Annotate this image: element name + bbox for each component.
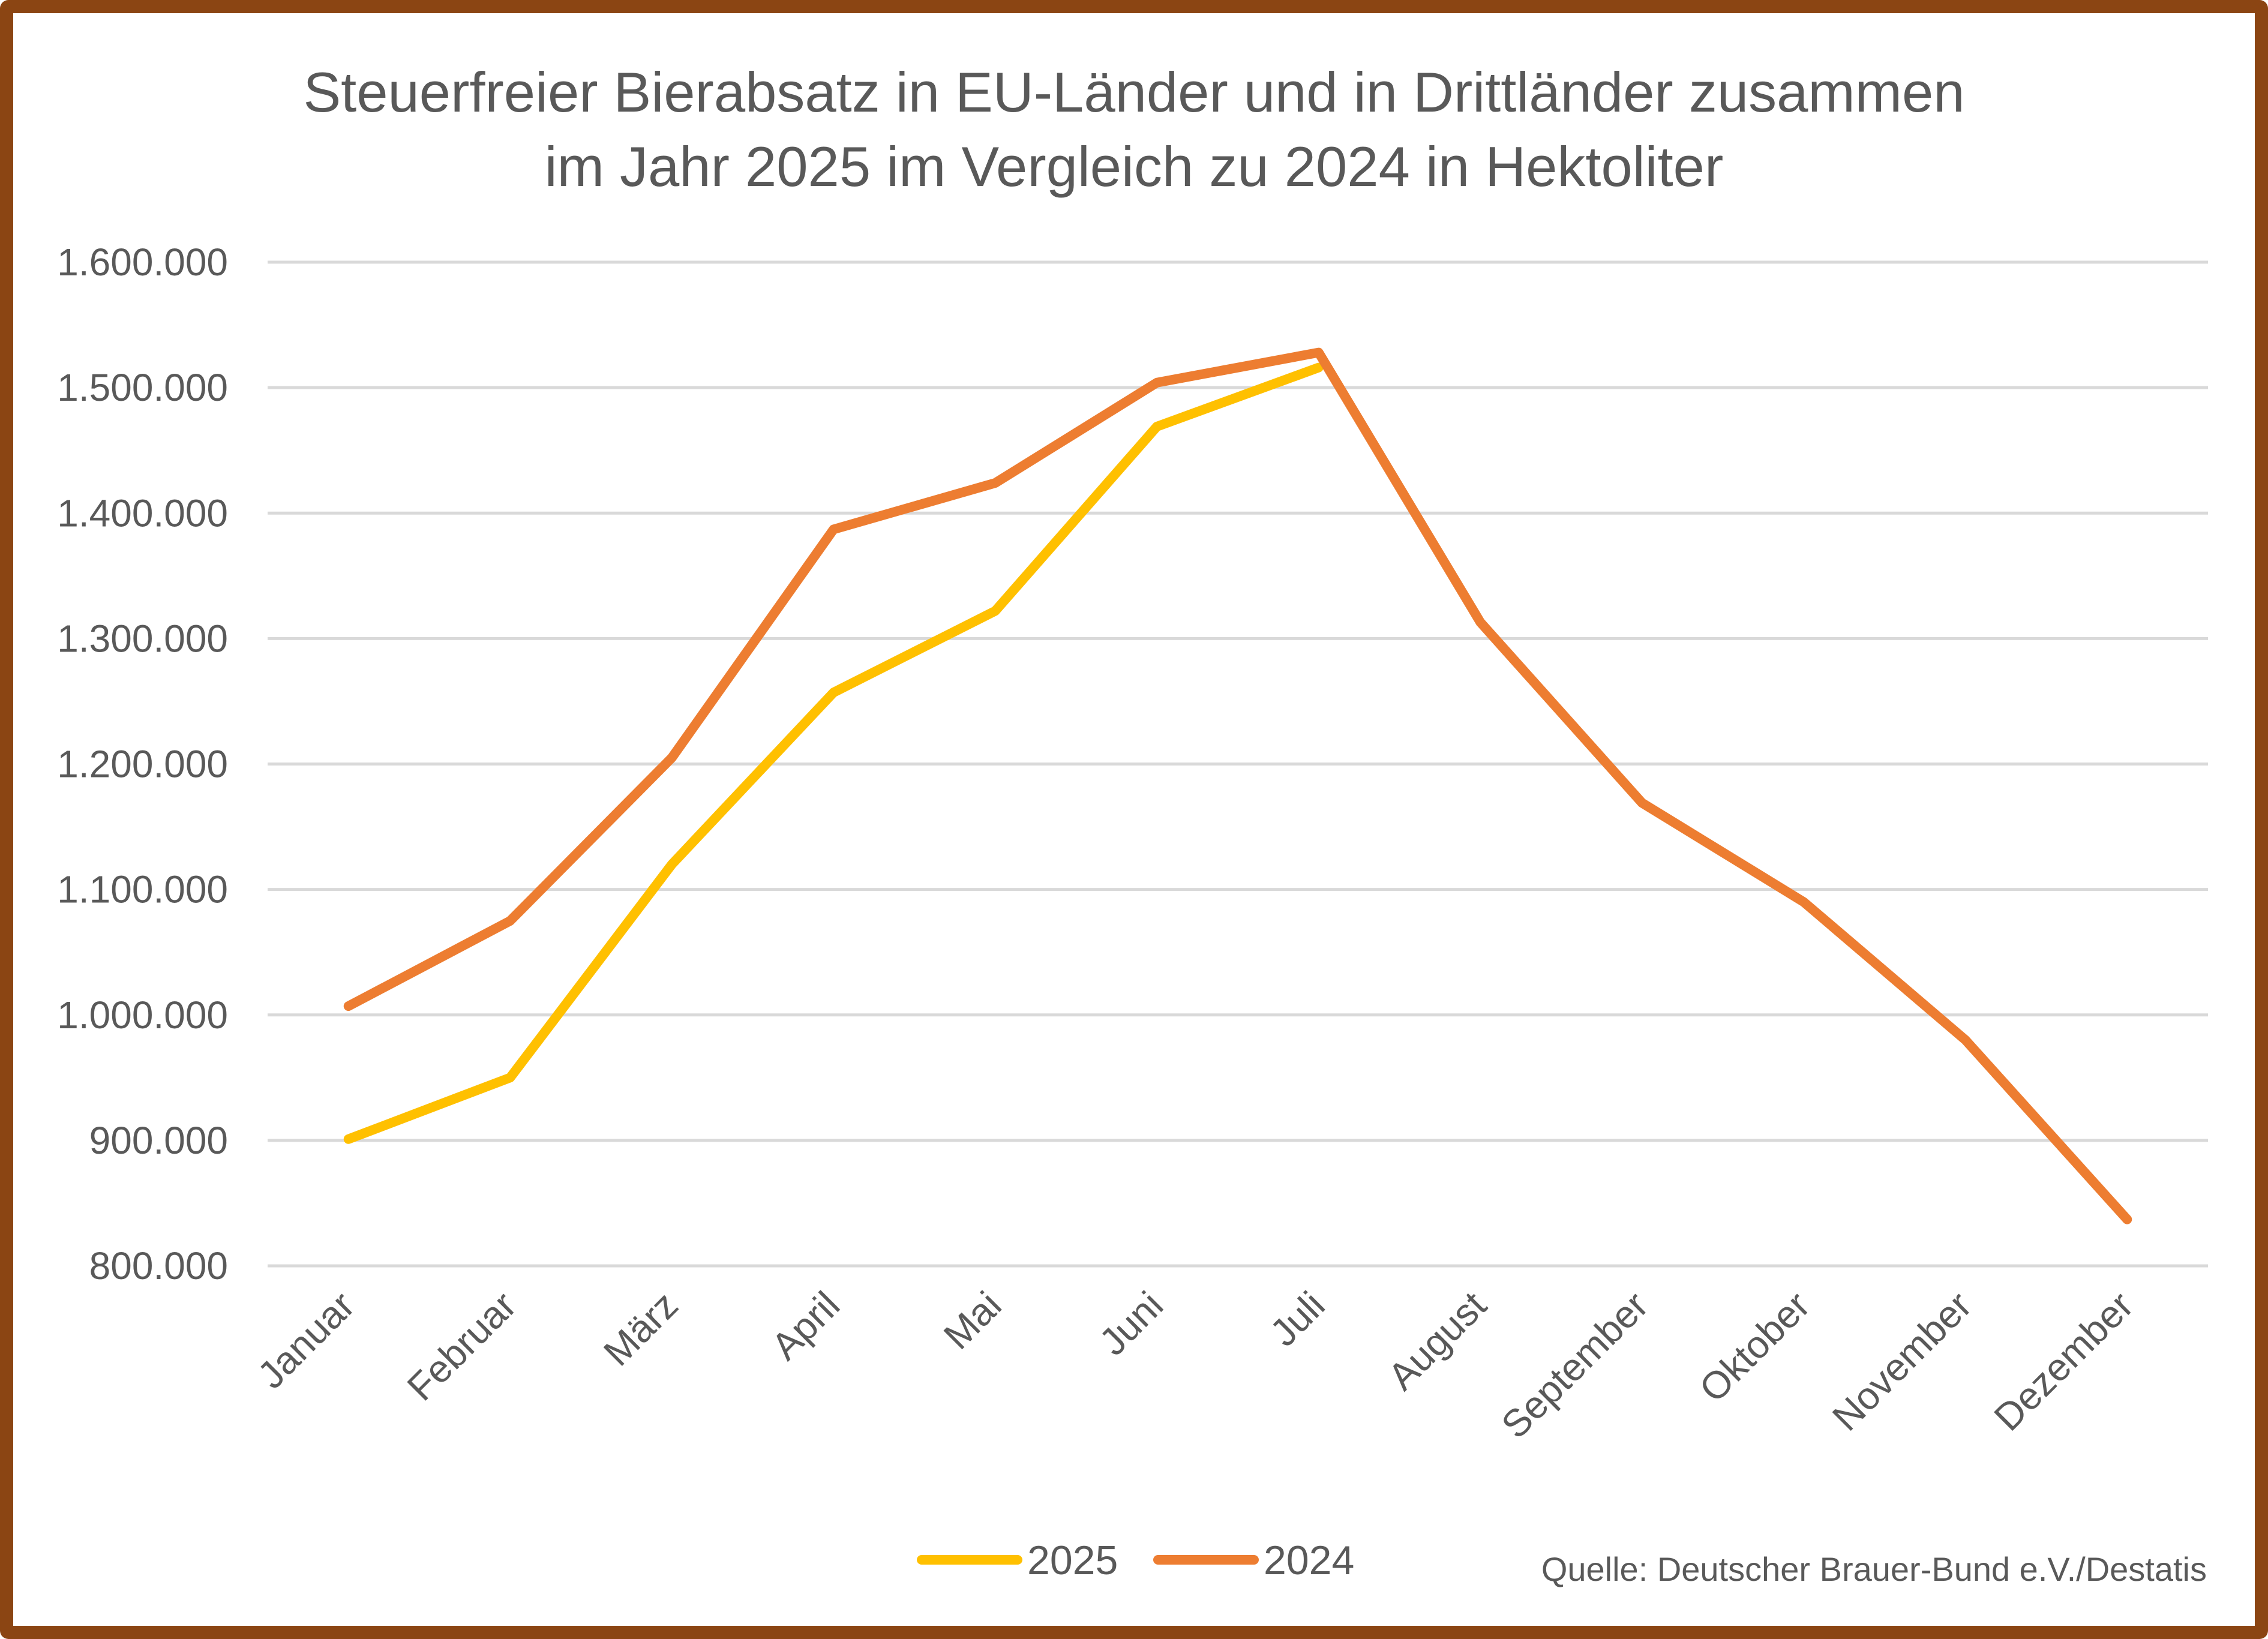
x-tick-label: Juli (1262, 1283, 1333, 1355)
y-tick-label: 1.400.000 (57, 491, 228, 535)
x-tick-label: Mai (935, 1283, 1010, 1358)
x-tick-label: Oktober (1691, 1283, 1818, 1410)
y-tick-label: 1.500.000 (57, 366, 228, 409)
chart-title: Steuerfreier Bierabsatz in EU-Länder und… (13, 55, 2255, 204)
chart-title-line-2: im Jahr 2025 im Vergleich zu 2024 in Hek… (544, 135, 1724, 198)
x-tick-label: Januar (249, 1283, 362, 1397)
legend-label-2024: 2024 (1264, 1538, 1354, 1583)
y-tick-label: 1.600.000 (57, 241, 228, 284)
series-lines (343, 347, 2132, 1224)
y-tick-label: 900.000 (89, 1119, 228, 1162)
source-note: Quelle: Deutscher Brauer-Bund e.V./Desta… (1541, 1550, 2207, 1588)
x-tick-label: August (1379, 1283, 1495, 1398)
chart-title-line-1: Steuerfreier Bierabsatz in EU-Länder und… (303, 61, 1965, 124)
y-tick-label: 1.200.000 (57, 743, 228, 786)
y-tick-label: 1.300.000 (57, 617, 228, 660)
series-line-2024 (343, 347, 2132, 1224)
line-chart: 800.000 900.000 1.000.000 1.100.000 1.200.00… (57, 241, 2208, 1583)
y-tick-label: 800.000 (89, 1244, 228, 1287)
legend-label-2025: 2025 (1027, 1538, 1118, 1583)
x-tick-label: September (1493, 1283, 1656, 1446)
y-axis-tick-labels: 800.000 900.000 1.000.000 1.100.000 1.200.00… (57, 241, 228, 1287)
x-tick-label: April (763, 1283, 848, 1368)
y-tick-label: 1.100.000 (57, 868, 228, 911)
gridlines (268, 260, 2208, 1268)
legend: 2025 2024 (917, 1538, 1354, 1583)
x-tick-label: Februar (399, 1283, 524, 1409)
x-tick-label: Dezember (1985, 1283, 2141, 1439)
x-tick-label: März (595, 1283, 686, 1374)
x-axis-tick-labels: Januar Februar März April Mai Juni Juli AugustS… (249, 1283, 2141, 1446)
series-line-2025 (343, 362, 1324, 1144)
x-tick-label: November (1824, 1283, 1980, 1439)
x-tick-label: Juni (1091, 1283, 1171, 1364)
y-tick-label: 1.000.000 (57, 993, 228, 1037)
